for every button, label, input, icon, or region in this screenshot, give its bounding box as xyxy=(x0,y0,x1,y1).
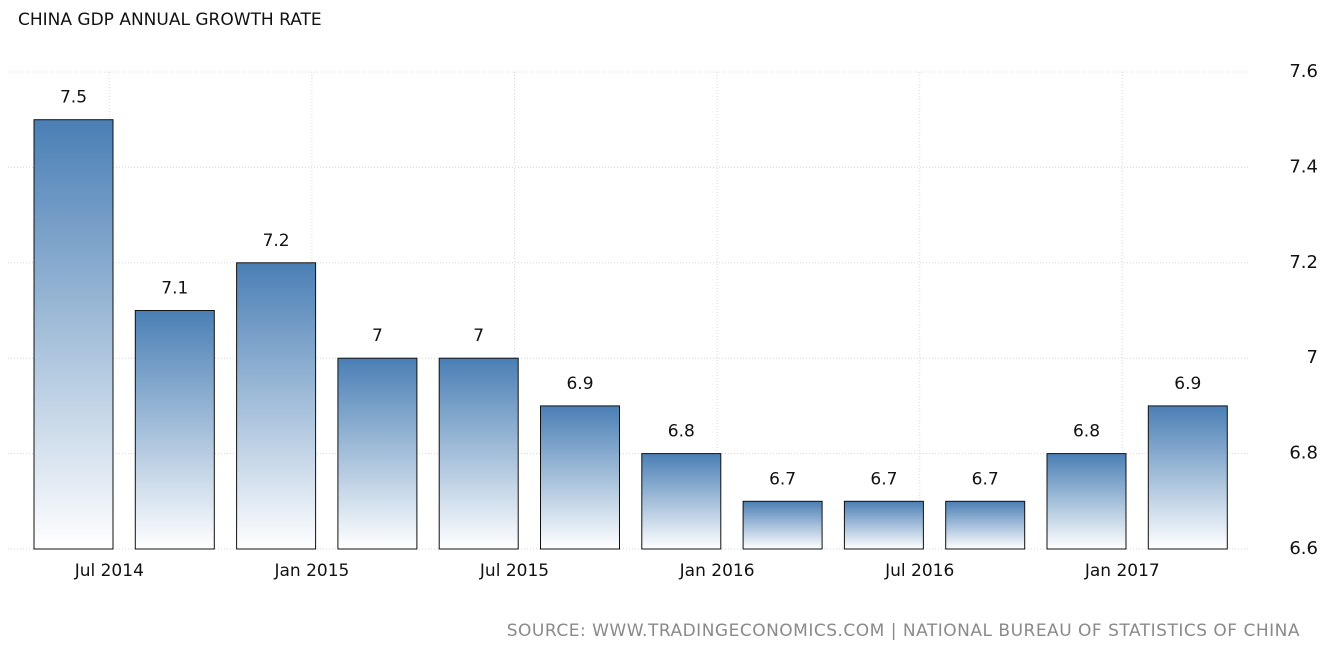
bar xyxy=(134,310,215,550)
data-label: 6.8 xyxy=(1073,422,1100,442)
data-label: 6.8 xyxy=(668,422,695,442)
data-label: 6.7 xyxy=(870,469,897,489)
bar xyxy=(945,500,1026,550)
bar xyxy=(540,405,620,550)
y-tick-label: 7 xyxy=(1307,347,1318,368)
y-tick-label: 7.4 xyxy=(1289,156,1318,177)
data-label: 7 xyxy=(473,326,484,346)
data-label: 6.7 xyxy=(769,469,796,489)
bar xyxy=(843,500,924,550)
x-tick-label: Jul 2016 xyxy=(884,561,954,581)
y-tick-label: 6.6 xyxy=(1289,538,1318,559)
x-tick-label: Jul 2014 xyxy=(74,561,144,581)
data-label: 6.7 xyxy=(972,469,999,489)
bar xyxy=(33,119,114,550)
bar xyxy=(641,453,722,550)
data-label: 7.1 xyxy=(161,279,188,299)
bar xyxy=(438,357,519,550)
data-label: 7.2 xyxy=(263,231,290,251)
bar xyxy=(742,500,823,550)
data-label: 7 xyxy=(372,326,383,346)
x-tick-label: Jan 2016 xyxy=(679,561,755,581)
bar xyxy=(337,357,418,550)
chart-title: CHINA GDP ANNUAL GROWTH RATE xyxy=(18,10,322,30)
x-tick-label: Jul 2015 xyxy=(479,561,549,581)
bar xyxy=(1147,405,1228,550)
bar xyxy=(1046,453,1127,550)
bar xyxy=(236,262,317,550)
y-tick-label: 7.2 xyxy=(1289,252,1318,273)
y-tick-label: 6.8 xyxy=(1289,443,1318,464)
data-label: 6.9 xyxy=(1174,374,1201,394)
x-tick-label: Jan 2017 xyxy=(1084,561,1160,581)
data-label: 6.9 xyxy=(566,374,593,394)
y-tick-label: 7.6 xyxy=(1289,61,1318,82)
x-tick-label: Jan 2015 xyxy=(273,561,349,581)
data-label: 7.5 xyxy=(60,88,87,108)
source-note: SOURCE: WWW.TRADINGECONOMICS.COM | NATIO… xyxy=(507,621,1300,641)
